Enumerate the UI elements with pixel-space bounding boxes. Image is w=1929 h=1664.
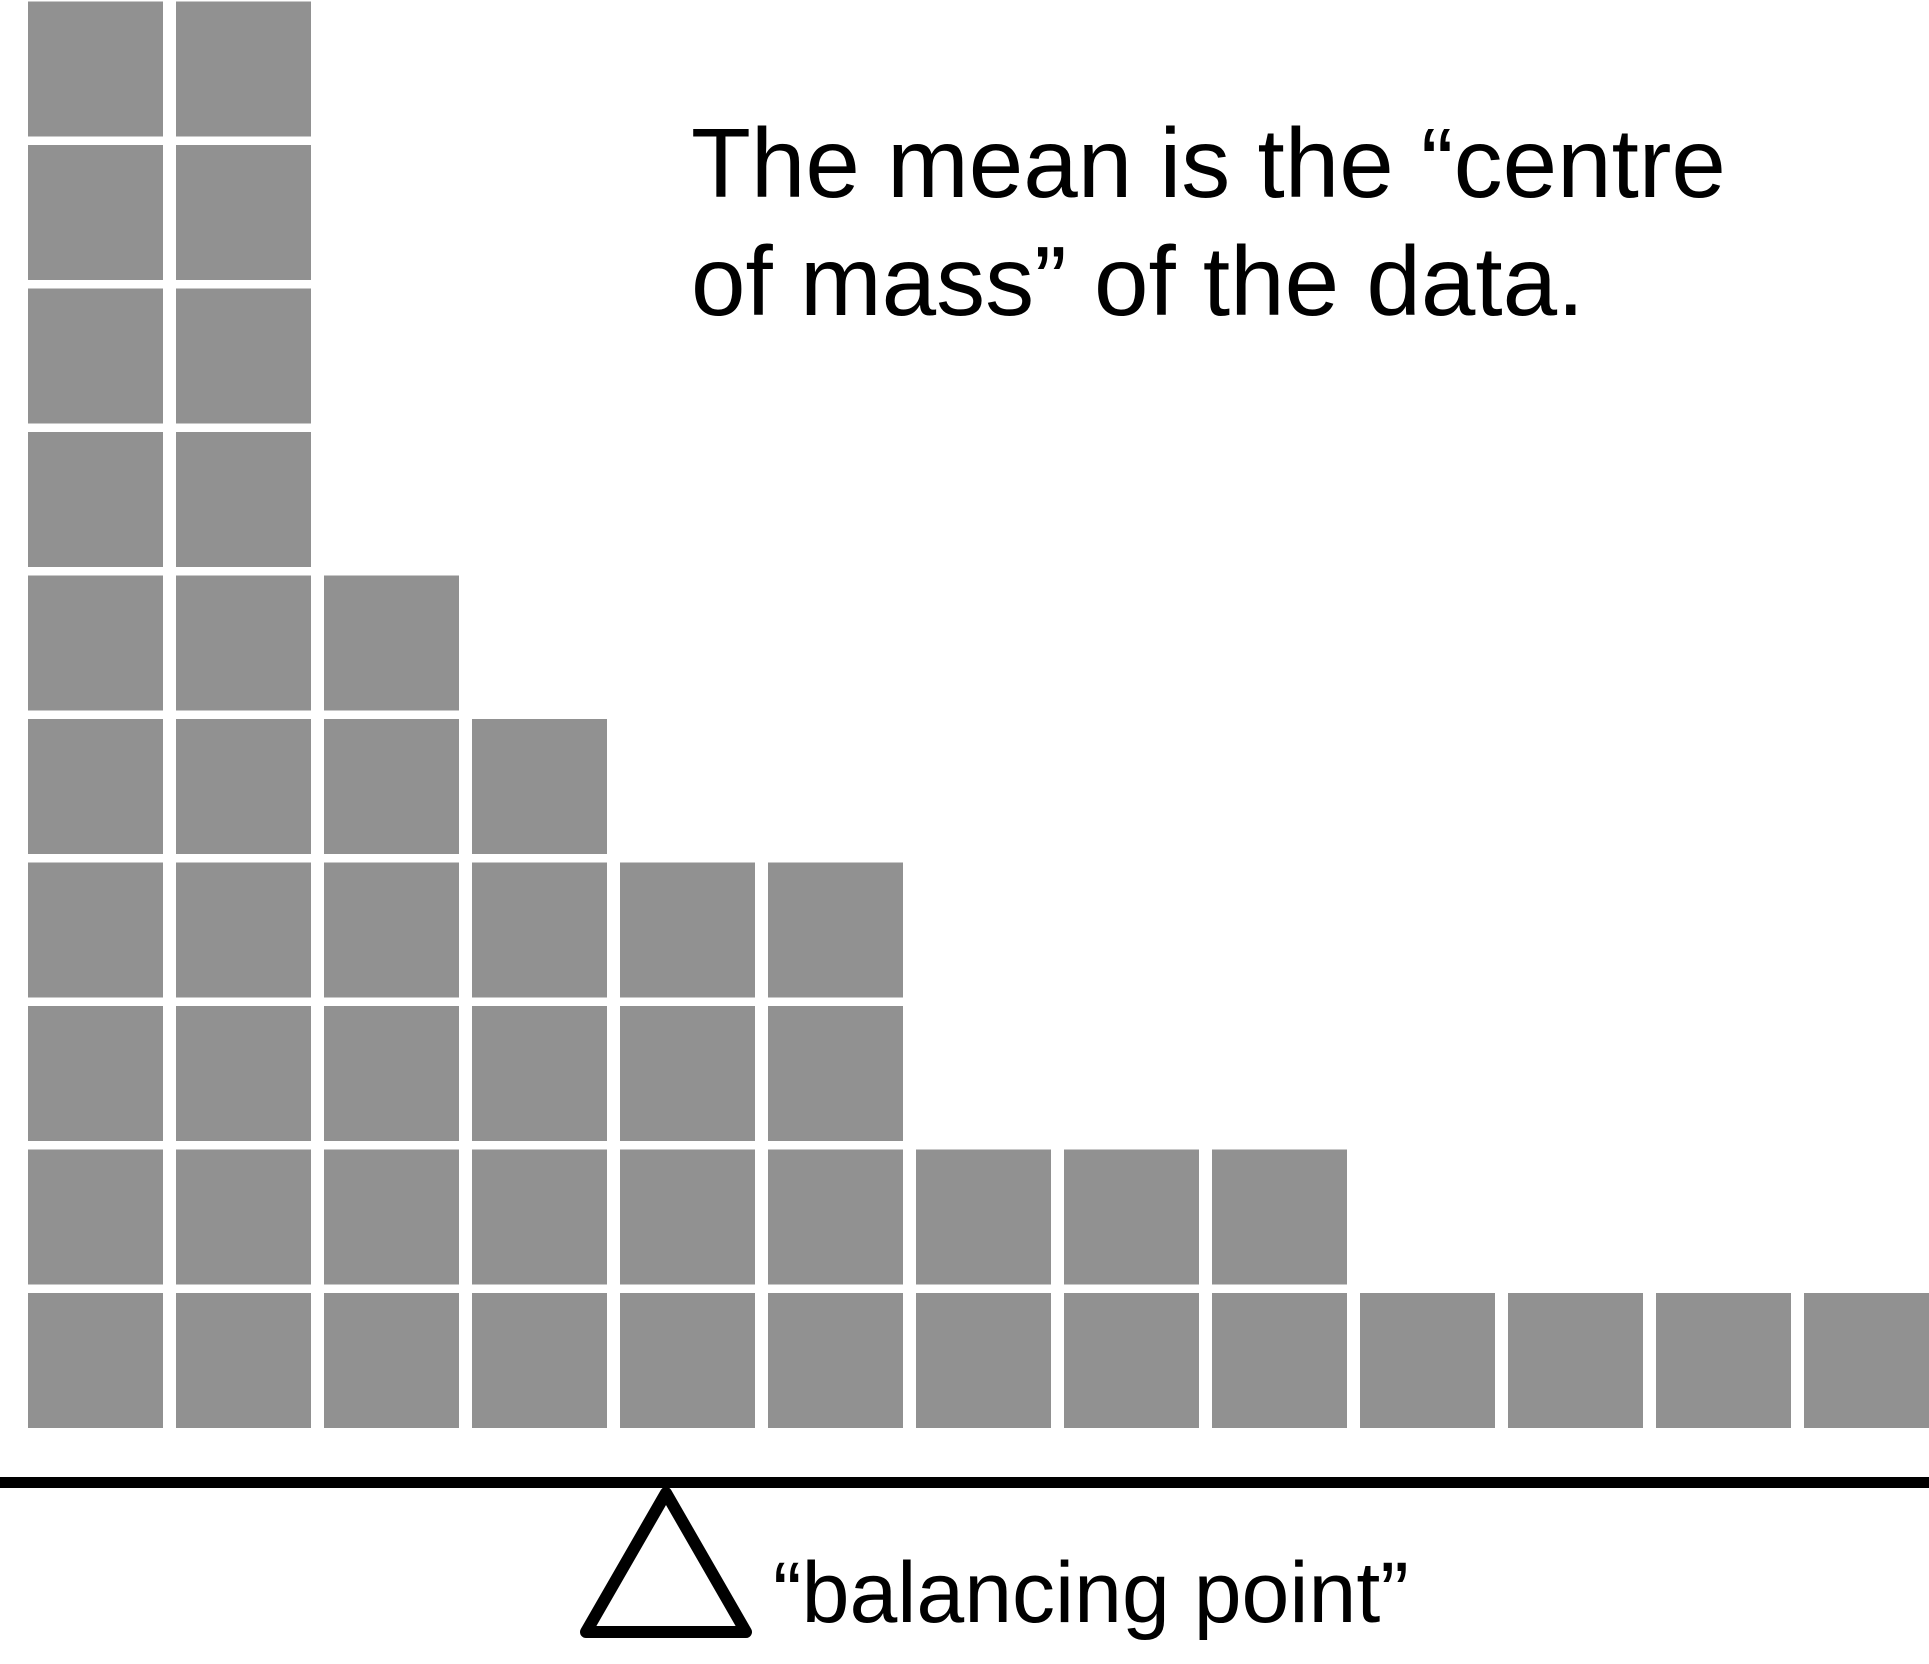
data-block <box>176 1006 311 1141</box>
data-block <box>472 719 607 854</box>
data-block <box>28 862 163 998</box>
data-block <box>620 1293 755 1428</box>
data-block <box>28 1293 163 1428</box>
data-block <box>472 862 607 998</box>
data-block <box>176 432 311 567</box>
data-block <box>1508 1293 1643 1428</box>
data-block <box>176 145 311 280</box>
data-blocks <box>28 1 1929 1428</box>
data-block <box>324 1149 459 1285</box>
data-block <box>176 1 311 137</box>
data-block <box>472 1149 607 1285</box>
data-block <box>324 1293 459 1428</box>
data-block <box>916 1149 1051 1285</box>
data-block <box>1212 1149 1347 1285</box>
data-block <box>324 575 459 711</box>
data-block <box>1360 1293 1495 1428</box>
data-block <box>472 1293 607 1428</box>
data-block <box>176 575 311 711</box>
data-block <box>1804 1293 1929 1428</box>
data-block <box>28 432 163 567</box>
data-block <box>176 288 311 424</box>
data-block <box>324 719 459 854</box>
data-block <box>916 1293 1051 1428</box>
fulcrum-triangle <box>580 1487 752 1638</box>
data-block <box>620 1149 755 1285</box>
data-block <box>176 719 311 854</box>
data-block <box>620 862 755 998</box>
balancing-point-label: “balancing point” <box>773 1545 1409 1641</box>
data-block <box>324 1006 459 1141</box>
data-block <box>28 145 163 280</box>
data-block <box>1656 1293 1791 1428</box>
data-block <box>28 1 163 137</box>
data-block <box>768 1293 903 1428</box>
data-block <box>28 1006 163 1141</box>
data-block <box>324 862 459 998</box>
data-block <box>768 1149 903 1285</box>
data-block <box>1064 1293 1199 1428</box>
data-block <box>28 288 163 424</box>
data-block <box>768 862 903 998</box>
data-block <box>176 1293 311 1428</box>
title-line-2: of mass” of the data. <box>691 226 1584 336</box>
data-block <box>1212 1293 1347 1428</box>
title-line-1: The mean is the “centre <box>691 108 1726 218</box>
data-block <box>28 575 163 711</box>
data-block <box>176 1149 311 1285</box>
data-block <box>768 1006 903 1141</box>
data-block <box>176 862 311 998</box>
balance-beam <box>0 1477 1929 1488</box>
data-block <box>1064 1149 1199 1285</box>
data-block <box>620 1006 755 1141</box>
data-block <box>28 719 163 854</box>
data-block <box>28 1149 163 1285</box>
data-block <box>472 1006 607 1141</box>
